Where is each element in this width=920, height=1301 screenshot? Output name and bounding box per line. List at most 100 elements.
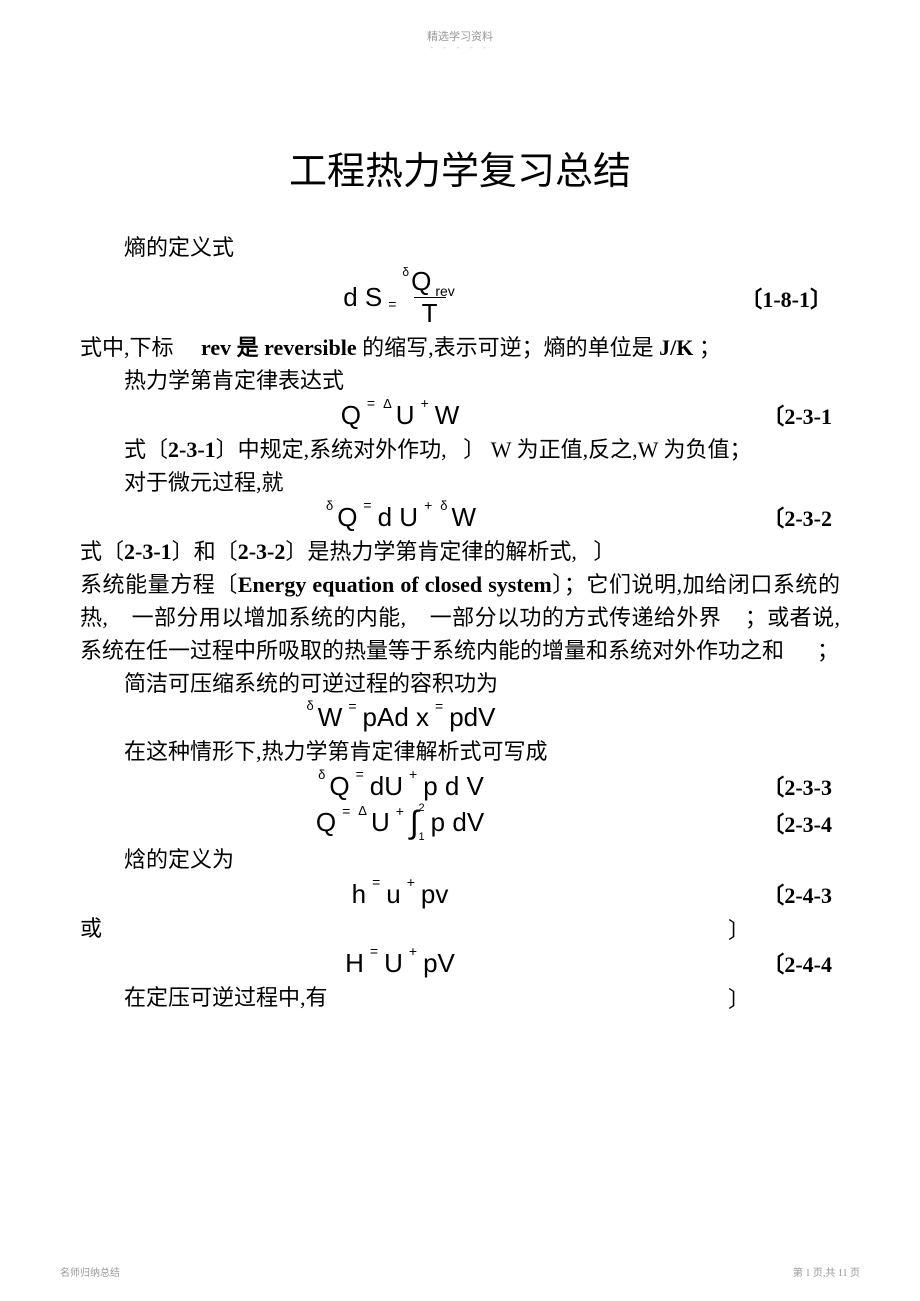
eq-h: h bbox=[352, 879, 366, 910]
eq-2-4-4: H = U + pV 〔2-4-4 bbox=[80, 947, 840, 979]
eq-eq: = bbox=[342, 803, 350, 819]
close-bracket: 〕 bbox=[720, 913, 840, 945]
txt: 〕 bbox=[463, 437, 485, 462]
eq-U: U bbox=[371, 807, 390, 838]
p-enthalpy: 焓的定义为 bbox=[80, 843, 840, 876]
txt: 一部分用以增加系统的内能, bbox=[132, 605, 406, 630]
eq-eq: = bbox=[367, 395, 375, 411]
txt-bold: rev 是 reversible bbox=[201, 335, 357, 360]
txt: ； bbox=[699, 335, 721, 360]
eq-delta: δ bbox=[402, 265, 409, 279]
txt: 式中,下标 bbox=[80, 335, 174, 360]
txt: 一部分以功的方式传递给外界 bbox=[430, 605, 721, 630]
txt: 〕 bbox=[593, 539, 615, 564]
eq-num-2-4-4: 〔2-4-4 bbox=[720, 947, 840, 979]
close-bracket: 〕 bbox=[720, 982, 840, 1014]
eq-num-2-3-3: 〔2-3-3 bbox=[720, 770, 840, 802]
txt: 式〔 bbox=[124, 437, 168, 462]
txt: ； bbox=[817, 638, 839, 663]
txt: 式〔 bbox=[80, 539, 124, 564]
eq-H: H bbox=[345, 948, 364, 979]
eq-Q: Q bbox=[411, 266, 431, 297]
eq-d1: δ bbox=[326, 498, 333, 513]
eq-num-2-3-2: 〔2-3-2 bbox=[720, 501, 840, 533]
eq-plus: + bbox=[409, 943, 417, 959]
eq-eq: = bbox=[363, 497, 371, 513]
eq-U: U bbox=[396, 400, 415, 431]
txt: 〕和〔 bbox=[172, 539, 238, 564]
eq-T: T bbox=[414, 297, 446, 329]
eq-pdV: p d V bbox=[423, 771, 484, 802]
eq-eq: = bbox=[348, 698, 356, 714]
eq-ds: d S bbox=[343, 282, 382, 313]
eq-plus: + bbox=[396, 803, 404, 819]
eq-Q: Q bbox=[337, 502, 357, 533]
p-rev-explain: 式中,下标 rev 是 reversible 的缩写,表示可逆；熵的单位是 J/… bbox=[80, 331, 840, 364]
row-const-p: 在定压可逆过程中,有 〕 bbox=[80, 981, 840, 1014]
eq-D: Δ bbox=[383, 396, 392, 411]
document-content: 工程热力学复习总结 熵的定义式 d S = δ Q rev T 〔1-8-1〕 … bbox=[80, 140, 840, 1016]
eq-pv: pv bbox=[421, 879, 448, 910]
eq-eq: = bbox=[388, 296, 396, 312]
p-rewrite: 在这种情形下,热力学第肯定律解析式可写成 bbox=[80, 735, 840, 768]
eq-num-1-8-1: 〔1-8-1〕 bbox=[720, 282, 840, 314]
eq-dU: d U bbox=[378, 502, 418, 533]
p-entropy-def: 熵的定义式 bbox=[80, 231, 840, 264]
p-first-law: 热力学第肯定律表达式 bbox=[80, 364, 840, 397]
header-dashes: - - - - - bbox=[430, 42, 490, 52]
eq-plus: + bbox=[409, 766, 417, 782]
eq-d2: δ bbox=[440, 498, 447, 513]
eq-d: δ bbox=[307, 698, 314, 713]
txt: 系统能量方程〔 bbox=[80, 572, 238, 597]
eq-W: W bbox=[318, 702, 343, 733]
eq-rev: rev bbox=[435, 283, 454, 299]
integral-icon: ∫ 2 1 bbox=[410, 804, 419, 841]
p-2-3-1-note: 式〔2-3-1〕中规定,系统对外作功, 〕 W 为正值,反之,W 为负值； bbox=[80, 433, 840, 466]
eq-eq: = bbox=[370, 943, 378, 959]
eq-2-3-1: Q = Δ U + W 〔2-3-1 bbox=[80, 399, 840, 431]
txt: 2-3-1 bbox=[168, 437, 216, 462]
eq-2-3-3: δ Q = dU + p d V 〔2-3-3 bbox=[80, 770, 840, 802]
eq-D: Δ bbox=[358, 803, 367, 818]
eq-Q: Q bbox=[341, 400, 361, 431]
eq-Q: Q bbox=[316, 807, 336, 838]
p-or: 或 bbox=[80, 912, 720, 945]
p-analytic: 式〔2-3-1〕和〔2-3-2〕是热力学第肯定律的解析式, 〕 bbox=[80, 535, 840, 568]
txt: Energy equation of closed system bbox=[238, 572, 552, 597]
row-or: 或 〕 bbox=[80, 912, 840, 945]
eq-u: u bbox=[386, 879, 400, 910]
eq-1-8-1: d S = δ Q rev T 〔1-8-1〕 bbox=[80, 266, 840, 329]
txt: 〕中规定,系统对外作功, bbox=[216, 437, 447, 462]
eq-pdV: p dV bbox=[431, 807, 485, 838]
eq-d: δ bbox=[318, 767, 325, 782]
eq-2-3-4: Q = Δ U + ∫ 2 1 p dV 〔2-3-4 bbox=[80, 804, 840, 841]
page-title: 工程热力学复习总结 bbox=[80, 140, 840, 195]
txt: W 为正值,反之,W 为负值； bbox=[491, 437, 752, 462]
int-lo: 1 bbox=[419, 831, 425, 843]
eq-plus: + bbox=[424, 497, 432, 513]
eq-plus: + bbox=[407, 874, 415, 890]
footer-left: 名师归纳总结 bbox=[60, 1264, 120, 1279]
eq-num-2-3-1: 〔2-3-1 bbox=[720, 399, 840, 431]
eq-num-2-4-3: 〔2-4-3 bbox=[720, 878, 840, 910]
p-micro: 对于微元过程,就 bbox=[80, 466, 840, 499]
p-const-p: 在定压可逆过程中,有 bbox=[80, 981, 720, 1014]
txt-bold: J/K bbox=[659, 335, 693, 360]
txt: 2-3-1 bbox=[124, 539, 172, 564]
eq-eq2: = bbox=[435, 698, 443, 714]
eq-Q: Q bbox=[329, 771, 349, 802]
eq-2-3-2: δ Q = d U + δ W 〔2-3-2 bbox=[80, 501, 840, 533]
txt: 2-3-2 bbox=[238, 539, 286, 564]
eq-pV: pV bbox=[423, 948, 455, 979]
eq-2-4-3: h = u + pv 〔2-4-3 bbox=[80, 878, 840, 910]
footer-right: 第 1 页,共 11 页 bbox=[793, 1264, 860, 1279]
p-volume-work: 简洁可压缩系统的可逆过程的容积功为 bbox=[80, 667, 840, 700]
eq-eq: = bbox=[372, 874, 380, 890]
int-up: 2 bbox=[419, 802, 425, 814]
eq-eq: = bbox=[356, 766, 364, 782]
txt: 〕是热力学第肯定律的解析式, bbox=[285, 539, 577, 564]
eq-W: W bbox=[435, 400, 460, 431]
eq-num-2-3-4: 〔2-3-4 bbox=[720, 807, 840, 839]
eq-pAdx: pAd x bbox=[363, 702, 430, 733]
eq-volume-work: δ W = pAd x = pdV bbox=[80, 702, 840, 733]
